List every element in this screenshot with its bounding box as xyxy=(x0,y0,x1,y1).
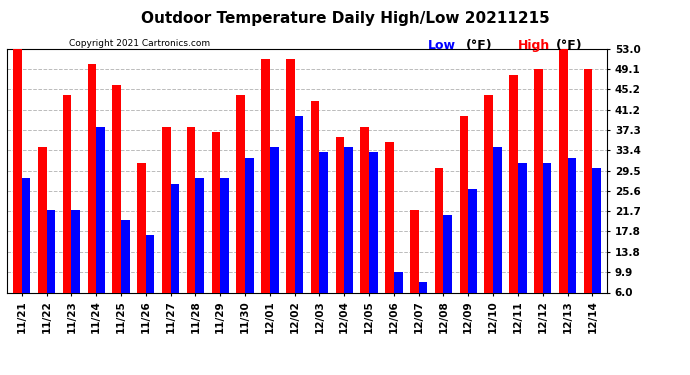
Bar xyxy=(534,69,543,292)
Text: Copyright 2021 Cartronics.com: Copyright 2021 Cartronics.com xyxy=(69,39,210,48)
Bar xyxy=(261,59,270,292)
Bar xyxy=(310,100,319,292)
Bar xyxy=(245,158,254,292)
Bar xyxy=(63,95,71,292)
Bar xyxy=(112,85,121,292)
Bar xyxy=(88,64,96,292)
Text: Low: Low xyxy=(428,39,456,53)
Bar xyxy=(410,210,419,292)
Bar xyxy=(38,147,47,292)
Bar xyxy=(295,116,304,292)
Bar xyxy=(13,49,22,292)
Bar xyxy=(22,178,30,292)
Bar xyxy=(187,126,195,292)
Bar xyxy=(435,168,444,292)
Bar xyxy=(137,163,146,292)
Bar xyxy=(71,210,80,292)
Bar xyxy=(460,116,469,292)
Bar xyxy=(237,95,245,292)
Bar xyxy=(319,153,328,292)
Bar xyxy=(286,59,295,292)
Bar xyxy=(484,95,493,292)
Bar xyxy=(360,126,369,292)
Bar xyxy=(212,132,220,292)
Bar xyxy=(385,142,394,292)
Bar xyxy=(493,147,502,292)
Bar xyxy=(344,147,353,292)
Bar xyxy=(444,215,452,292)
Text: Outdoor Temperature Daily High/Low 20211215: Outdoor Temperature Daily High/Low 20211… xyxy=(141,11,549,26)
Text: High: High xyxy=(518,39,550,53)
Bar xyxy=(335,137,344,292)
Text: (°F): (°F) xyxy=(466,39,493,53)
Bar xyxy=(509,75,518,292)
Bar xyxy=(543,163,551,292)
Bar xyxy=(469,189,477,292)
Bar xyxy=(592,168,601,292)
Bar xyxy=(394,272,402,292)
Bar xyxy=(270,147,279,292)
Bar xyxy=(584,69,592,292)
Bar xyxy=(146,236,155,292)
Bar xyxy=(195,178,204,292)
Bar xyxy=(47,210,55,292)
Bar xyxy=(559,49,567,292)
Bar xyxy=(567,158,576,292)
Bar xyxy=(220,178,229,292)
Bar xyxy=(419,282,427,292)
Bar xyxy=(162,126,170,292)
Bar xyxy=(518,163,526,292)
Bar xyxy=(369,153,377,292)
Bar xyxy=(170,184,179,292)
Bar xyxy=(121,220,130,292)
Text: (°F): (°F) xyxy=(555,39,582,53)
Bar xyxy=(96,126,105,292)
